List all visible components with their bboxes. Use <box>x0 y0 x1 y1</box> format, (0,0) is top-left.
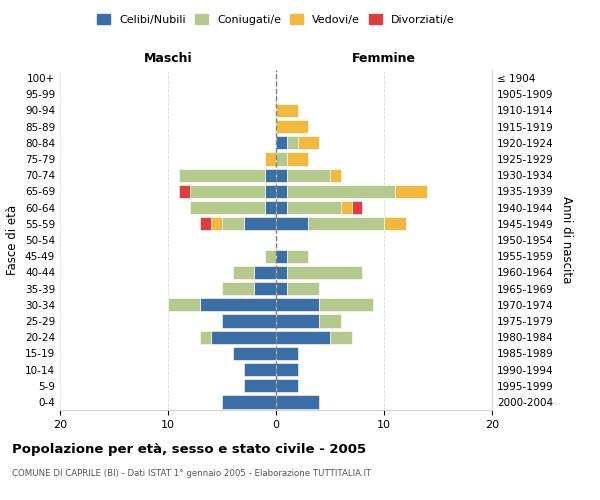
Bar <box>179 185 190 198</box>
Text: COMUNE DI CAPRILE (BI) - Dati ISTAT 1° gennaio 2005 - Elaborazione TUTTITALIA.IT: COMUNE DI CAPRILE (BI) - Dati ISTAT 1° g… <box>12 469 371 478</box>
Bar <box>200 217 211 230</box>
Bar <box>265 250 276 263</box>
Bar <box>276 379 298 392</box>
Bar <box>276 120 308 134</box>
Bar <box>308 217 384 230</box>
Bar <box>276 217 308 230</box>
Bar <box>276 396 319 408</box>
Bar <box>330 168 341 182</box>
Bar <box>287 282 319 295</box>
Bar <box>287 201 341 214</box>
Bar <box>265 185 276 198</box>
Bar <box>276 314 319 328</box>
Bar <box>276 363 298 376</box>
Bar <box>276 168 287 182</box>
Bar <box>276 298 319 312</box>
Bar <box>265 201 276 214</box>
Text: Popolazione per età, sesso e stato civile - 2005: Popolazione per età, sesso e stato civil… <box>12 442 366 456</box>
Bar <box>276 330 330 344</box>
Bar <box>287 168 330 182</box>
Bar <box>276 201 287 214</box>
Bar <box>244 379 276 392</box>
Bar <box>395 185 427 198</box>
Text: Femmine: Femmine <box>352 52 416 65</box>
Bar <box>352 201 362 214</box>
Bar <box>200 330 211 344</box>
Bar <box>179 168 265 182</box>
Bar <box>276 152 287 166</box>
Bar <box>233 346 276 360</box>
Bar <box>254 282 276 295</box>
Bar <box>190 185 265 198</box>
Bar <box>276 185 287 198</box>
Bar <box>287 152 308 166</box>
Bar <box>276 266 287 279</box>
Bar <box>276 346 298 360</box>
Bar <box>319 298 373 312</box>
Bar <box>265 168 276 182</box>
Bar <box>319 314 341 328</box>
Bar <box>211 330 276 344</box>
Bar <box>200 298 276 312</box>
Bar <box>276 250 287 263</box>
Bar <box>384 217 406 230</box>
Bar <box>233 266 254 279</box>
Bar <box>244 217 276 230</box>
Legend: Celibi/Nubili, Coniugati/e, Vedovi/e, Divorziati/e: Celibi/Nubili, Coniugati/e, Vedovi/e, Di… <box>94 10 458 28</box>
Bar <box>287 185 395 198</box>
Bar <box>276 282 287 295</box>
Bar <box>190 201 265 214</box>
Bar <box>287 136 298 149</box>
Bar <box>222 396 276 408</box>
Bar <box>222 282 254 295</box>
Bar <box>276 104 298 117</box>
Bar <box>298 136 319 149</box>
Bar <box>265 152 276 166</box>
Bar <box>287 250 308 263</box>
Bar <box>211 217 222 230</box>
Bar <box>276 136 287 149</box>
Text: Maschi: Maschi <box>143 52 193 65</box>
Bar <box>244 363 276 376</box>
Y-axis label: Fasce di età: Fasce di età <box>7 205 19 275</box>
Bar <box>168 298 200 312</box>
Bar <box>341 201 352 214</box>
Y-axis label: Anni di nascita: Anni di nascita <box>560 196 573 284</box>
Bar <box>222 217 244 230</box>
Bar <box>222 314 276 328</box>
Bar <box>287 266 362 279</box>
Bar <box>330 330 352 344</box>
Bar <box>254 266 276 279</box>
